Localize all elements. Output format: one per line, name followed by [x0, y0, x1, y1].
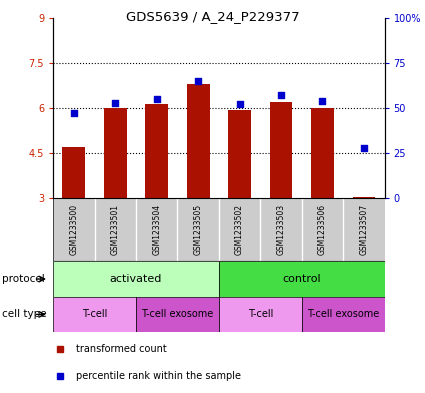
Point	[71, 110, 77, 117]
Text: GSM1233506: GSM1233506	[318, 204, 327, 255]
Text: T-cell: T-cell	[248, 309, 273, 320]
Text: T-cell: T-cell	[82, 309, 107, 320]
Text: protocol: protocol	[2, 274, 45, 284]
Text: GDS5639 / A_24_P229377: GDS5639 / A_24_P229377	[126, 10, 299, 23]
Bar	[104, 108, 127, 198]
Text: T-cell exosome: T-cell exosome	[307, 309, 379, 320]
Point	[153, 96, 160, 102]
Bar	[53, 198, 385, 261]
Bar	[352, 197, 375, 198]
Text: activated: activated	[110, 274, 162, 284]
Text: GSM1233502: GSM1233502	[235, 204, 244, 255]
Text: GSM1233503: GSM1233503	[277, 204, 286, 255]
Bar	[228, 110, 251, 198]
Text: percentile rank within the sample: percentile rank within the sample	[76, 371, 241, 381]
Text: cell type: cell type	[2, 309, 47, 320]
Point	[319, 98, 326, 104]
Point	[112, 99, 119, 106]
Bar	[145, 103, 168, 198]
Text: GSM1233501: GSM1233501	[111, 204, 120, 255]
Bar	[219, 261, 385, 297]
Point	[360, 145, 367, 151]
Text: GSM1233500: GSM1233500	[69, 204, 78, 255]
Bar	[269, 102, 292, 198]
Text: GSM1233507: GSM1233507	[360, 204, 368, 255]
Bar	[62, 147, 85, 198]
Point	[236, 101, 243, 108]
Point	[195, 78, 201, 84]
Text: control: control	[283, 274, 321, 284]
Text: GSM1233504: GSM1233504	[152, 204, 161, 255]
Bar	[311, 108, 334, 198]
Bar	[187, 84, 210, 198]
Bar	[302, 297, 385, 332]
Bar	[53, 297, 136, 332]
Text: GSM1233505: GSM1233505	[194, 204, 203, 255]
Text: transformed count: transformed count	[76, 344, 167, 354]
Text: T-cell exosome: T-cell exosome	[141, 309, 213, 320]
Bar	[219, 297, 302, 332]
Bar	[53, 261, 219, 297]
Point	[278, 92, 284, 99]
Bar	[136, 297, 219, 332]
